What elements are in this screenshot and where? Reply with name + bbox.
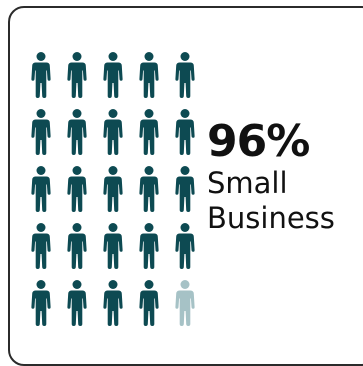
person-icon-highlighted xyxy=(67,109,87,155)
stat-label-line-2: Business xyxy=(207,201,335,235)
person-icon-highlighted xyxy=(139,166,159,212)
person-icon-highlighted xyxy=(67,52,87,98)
person-icon-highlighted xyxy=(67,280,87,326)
stat-value: 96% xyxy=(207,116,310,167)
person-icon-highlighted xyxy=(67,166,87,212)
person-icon-highlighted xyxy=(67,223,87,269)
person-icon-highlighted xyxy=(103,223,123,269)
person-icon-remainder xyxy=(175,280,195,326)
person-icon-highlighted xyxy=(103,109,123,155)
person-icon-highlighted xyxy=(175,166,195,212)
person-icon-highlighted xyxy=(103,52,123,98)
person-icon-highlighted xyxy=(103,166,123,212)
person-icon-highlighted xyxy=(139,280,159,326)
person-icon-highlighted xyxy=(31,166,51,212)
person-icon-highlighted xyxy=(103,280,123,326)
person-icon-highlighted xyxy=(31,223,51,269)
person-icon-highlighted xyxy=(175,223,195,269)
person-icon-highlighted xyxy=(175,52,195,98)
stat-label-line-1: Small xyxy=(207,166,288,200)
person-icon-highlighted xyxy=(139,223,159,269)
person-icon-highlighted xyxy=(31,280,51,326)
person-icon-highlighted xyxy=(139,52,159,98)
icon-grid xyxy=(31,52,195,326)
person-icon-highlighted xyxy=(175,109,195,155)
person-icon-highlighted xyxy=(31,109,51,155)
person-icon-highlighted xyxy=(31,52,51,98)
person-icon-highlighted xyxy=(139,109,159,155)
stat-block: 96% Small Business xyxy=(207,118,335,236)
